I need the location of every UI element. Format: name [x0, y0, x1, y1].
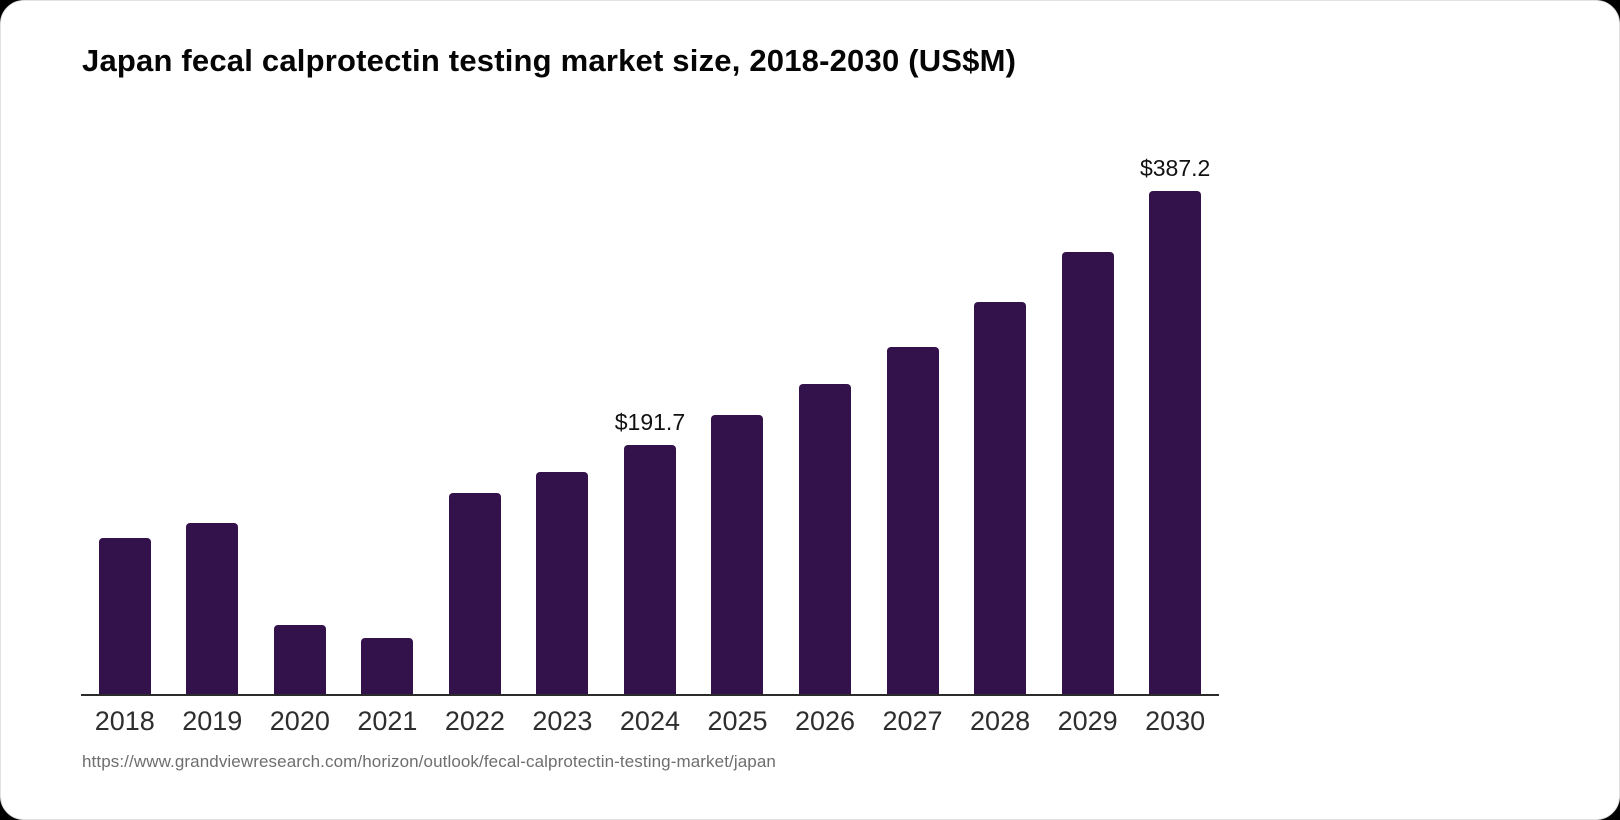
- bar-2023: [536, 472, 589, 694]
- x-tick-2018: 2018: [94, 706, 155, 736]
- bar-2026: [799, 384, 852, 694]
- bar-2019: [186, 523, 239, 694]
- bar-chart: $191.7 $387.2 2018 2019 2020 2021 2022 2023 202…: [81, 151, 1219, 737]
- x-axis-tick-row: 2018 2019 2020 2021 2022 2023 2024 2025 2026 2027…: [81, 696, 1219, 737]
- bar-slot-2023: [519, 472, 607, 694]
- bar-2024: [623, 445, 676, 694]
- x-tick-2022: 2022: [444, 706, 505, 736]
- bar-slot-2022: [431, 493, 519, 694]
- bar-slot-2019: [169, 523, 257, 694]
- bar-2022: [448, 493, 501, 694]
- x-tick-2021: 2021: [357, 706, 418, 736]
- plot-area: $191.7 $387.2: [81, 151, 1219, 696]
- bar-slot-2024: $191.7: [606, 409, 694, 694]
- bar-slot-2030: $387.2: [1131, 155, 1219, 694]
- bar-2029: [1061, 252, 1114, 694]
- x-tick-2027: 2027: [882, 706, 943, 736]
- bar-2027: [886, 347, 939, 694]
- bar-2028: [974, 302, 1027, 694]
- x-tick-2020: 2020: [269, 706, 330, 736]
- x-tick-2023: 2023: [532, 706, 593, 736]
- x-tick-2019: 2019: [182, 706, 243, 736]
- bar-2018: [98, 538, 151, 694]
- bar-slot-2027: [869, 347, 957, 694]
- x-tick-2030: 2030: [1145, 706, 1206, 736]
- bar-value-label-2030: $387.2: [1139, 155, 1211, 181]
- bar-slot-2026: [781, 384, 869, 694]
- source-url: https://www.grandviewresearch.com/horizo…: [82, 752, 776, 771]
- bar-2030: [1149, 191, 1202, 694]
- x-tick-2026: 2026: [794, 706, 856, 736]
- x-tick-2029: 2029: [1057, 706, 1118, 736]
- bar-slot-2018: [81, 538, 169, 694]
- bar-slot-2028: [956, 302, 1044, 694]
- bar-2025: [711, 415, 764, 694]
- bar-2020: [273, 625, 326, 694]
- bar-slot-2021: [344, 638, 432, 694]
- bar-slot-2029: [1044, 252, 1132, 694]
- bar-slot-2020: [256, 625, 344, 694]
- bar-slot-2025: [694, 415, 782, 694]
- bar-2021: [361, 638, 414, 694]
- bar-value-label-2024: $191.7: [614, 409, 686, 435]
- x-tick-2024: 2024: [619, 706, 680, 736]
- x-tick-2028: 2028: [970, 706, 1031, 736]
- chart-title: Japan fecal calprotectin testing market …: [82, 43, 1017, 78]
- x-tick-2025: 2025: [707, 706, 768, 736]
